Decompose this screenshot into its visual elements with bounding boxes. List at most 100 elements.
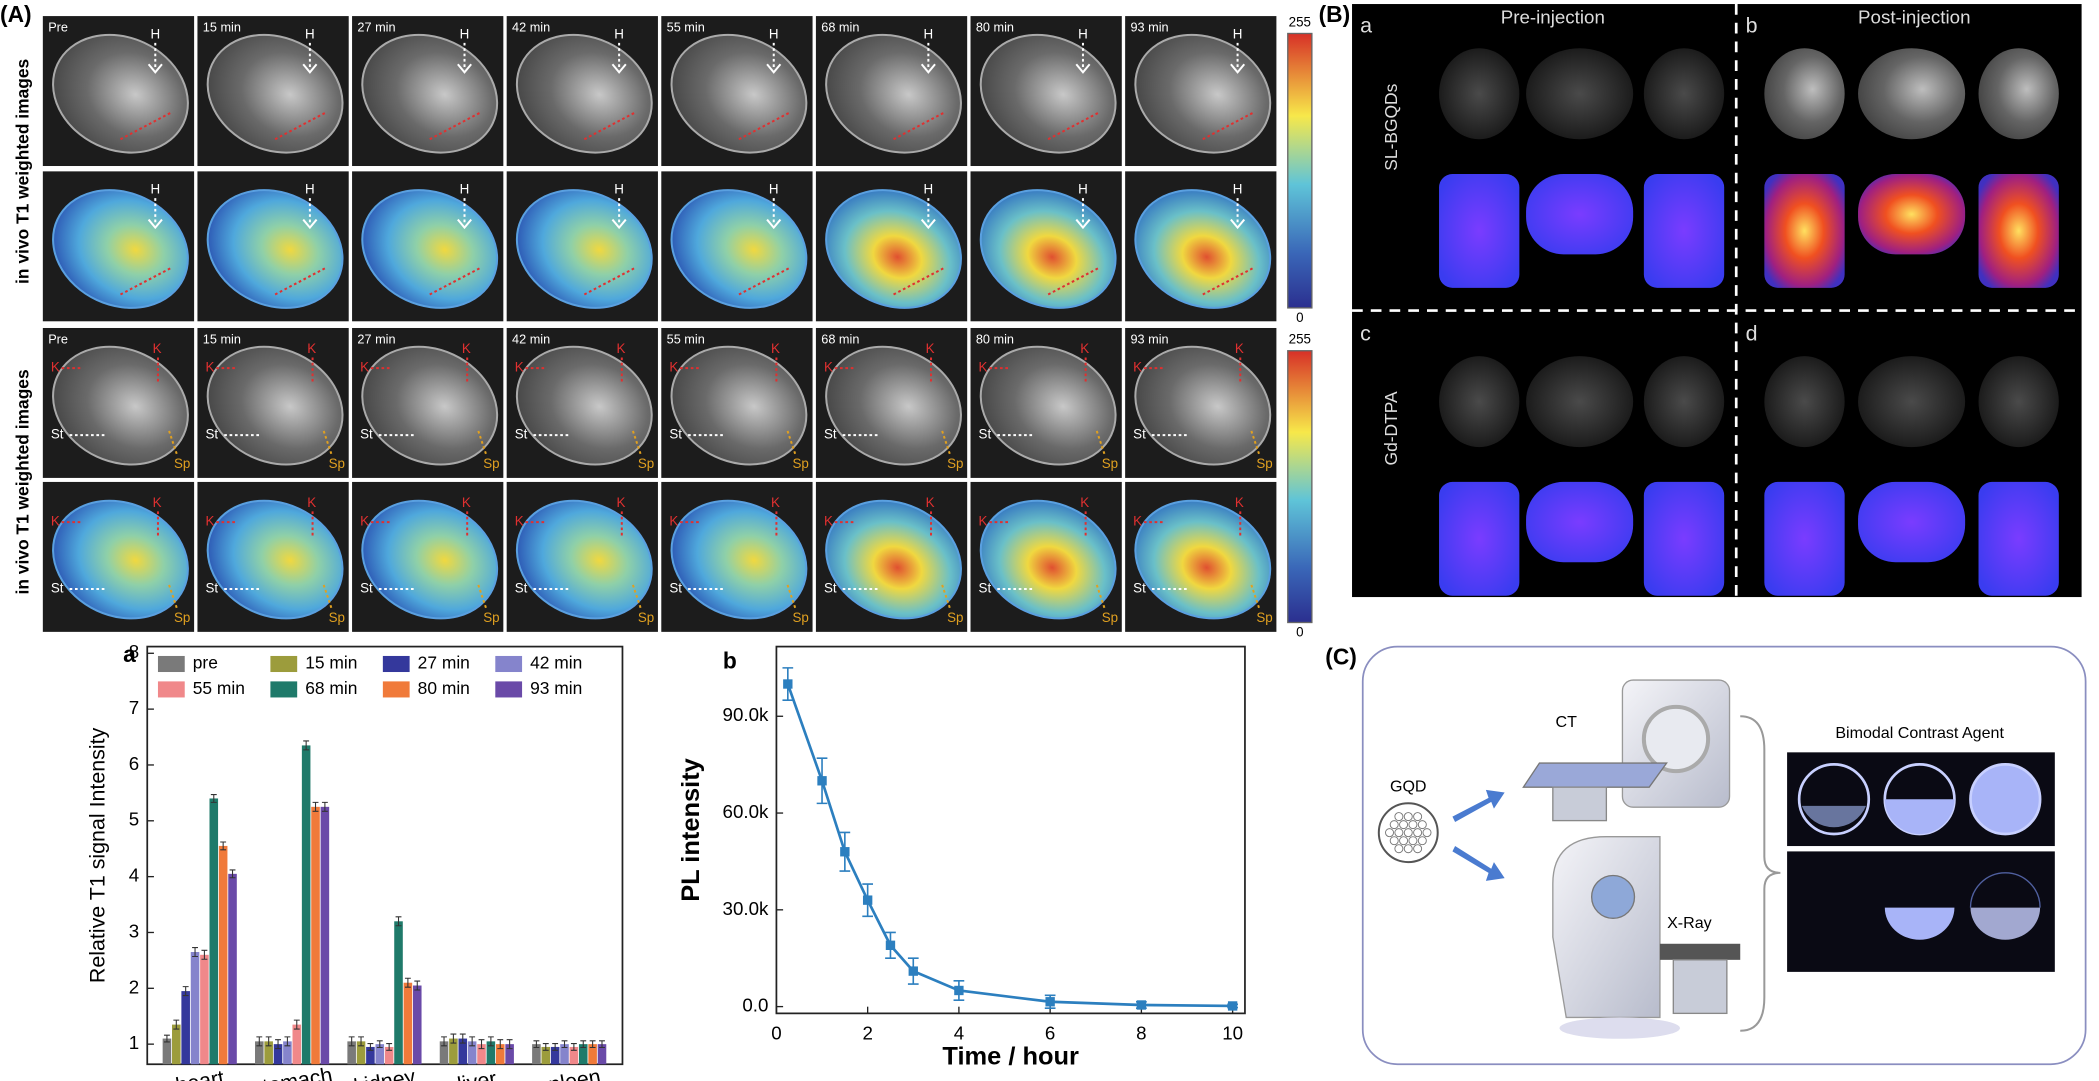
marker-label: Sp bbox=[483, 610, 499, 625]
data-point bbox=[817, 776, 827, 786]
y-axis-label: Relative T1 signal Intensity bbox=[86, 727, 110, 983]
marker-label: Sp bbox=[174, 610, 190, 625]
error-bar bbox=[293, 1019, 300, 1030]
marker-arrow bbox=[631, 429, 642, 455]
marker-label: H bbox=[924, 26, 934, 41]
marker-label: K bbox=[926, 341, 935, 356]
data-point bbox=[1045, 997, 1055, 1007]
legend-swatch bbox=[157, 681, 185, 698]
bar bbox=[486, 1041, 496, 1065]
mri-body bbox=[52, 189, 189, 309]
error-bar bbox=[201, 949, 208, 960]
error-bar bbox=[163, 1034, 170, 1043]
error-bar bbox=[487, 1036, 494, 1047]
lattice-cell bbox=[1408, 836, 1418, 846]
modality-label: CT bbox=[1556, 713, 1578, 731]
legend-label: 93 min bbox=[530, 678, 582, 698]
error-bar bbox=[321, 801, 328, 812]
modality-label: X-Ray bbox=[1667, 914, 1712, 932]
scan-gray bbox=[1643, 356, 1725, 448]
marker-arrow bbox=[1095, 583, 1106, 609]
y-tick-label: 4 bbox=[129, 865, 139, 886]
marker-label: K bbox=[462, 341, 471, 356]
gqd-particle bbox=[1377, 802, 1439, 864]
marker-label: St bbox=[1133, 427, 1146, 442]
y-tick-label: 3 bbox=[129, 920, 139, 941]
marker-label: H bbox=[769, 182, 779, 197]
time-label: 42 min bbox=[512, 19, 550, 34]
scan-color bbox=[1978, 481, 2059, 596]
marker-head bbox=[920, 63, 936, 74]
legend-label: 55 min bbox=[193, 678, 245, 698]
marker-arrow bbox=[738, 111, 791, 141]
marker-arrow bbox=[1202, 266, 1255, 296]
marker-head bbox=[766, 218, 782, 230]
sub-label: a bbox=[1360, 13, 1372, 37]
mri-body bbox=[515, 33, 653, 154]
marker-arrow bbox=[322, 583, 333, 609]
data-point bbox=[885, 940, 896, 950]
colorbar-label: 0 bbox=[1296, 625, 1303, 640]
bar bbox=[597, 1044, 607, 1065]
time-label: 80 min bbox=[976, 19, 1014, 34]
error-bar bbox=[542, 1043, 549, 1051]
bar bbox=[218, 845, 228, 1065]
x-tick-label: heart bbox=[174, 1066, 226, 1081]
ct-base bbox=[1552, 786, 1608, 822]
scan-color bbox=[1643, 174, 1725, 288]
y-tick-label: 2 bbox=[129, 976, 139, 997]
marker-arrow bbox=[167, 429, 178, 455]
marker-label: K bbox=[153, 341, 162, 356]
marker-label: St bbox=[515, 581, 528, 596]
error-bar bbox=[497, 1039, 504, 1050]
scan-gray bbox=[1439, 48, 1520, 140]
lattice-cell bbox=[1394, 844, 1404, 854]
marker-arrow bbox=[120, 266, 172, 296]
bar bbox=[569, 1046, 579, 1065]
marker-label: Sp bbox=[483, 456, 499, 471]
row-label: in vivo T1 weighted images bbox=[13, 369, 33, 594]
brace bbox=[1740, 715, 1781, 1032]
legend-swatch bbox=[382, 681, 410, 698]
marker-label: St bbox=[51, 581, 64, 596]
ct-table bbox=[1522, 762, 1668, 788]
time-label: Pre bbox=[48, 331, 68, 346]
lattice-cell bbox=[1385, 828, 1395, 838]
x-tick-label: stomach bbox=[250, 1063, 334, 1081]
legend-swatch bbox=[495, 681, 523, 698]
error-bar bbox=[173, 1019, 180, 1030]
time-label: 55 min bbox=[667, 331, 705, 346]
bar bbox=[273, 1044, 283, 1065]
error-bar bbox=[386, 1043, 393, 1051]
lattice-cell bbox=[1399, 820, 1409, 830]
error-bar bbox=[506, 1039, 513, 1050]
marker-arrow bbox=[1095, 429, 1106, 455]
bar bbox=[283, 1041, 292, 1065]
marker-label: K bbox=[153, 495, 162, 510]
plot-frame bbox=[146, 645, 624, 1066]
marker-label: St bbox=[824, 427, 837, 442]
marker-label: K bbox=[979, 360, 988, 375]
mri-body bbox=[670, 189, 808, 309]
x-tick-label: 2 bbox=[862, 1023, 872, 1044]
marker-label: St bbox=[360, 581, 373, 596]
bar bbox=[449, 1038, 458, 1065]
mri-body bbox=[979, 189, 1117, 309]
bar bbox=[550, 1046, 560, 1065]
marker-label: H bbox=[1078, 182, 1088, 197]
time-label: 55 min bbox=[667, 19, 705, 34]
marker-label: Sp bbox=[638, 610, 654, 625]
arrow bbox=[1452, 789, 1505, 822]
bar bbox=[301, 745, 311, 1065]
error-bar bbox=[303, 740, 310, 751]
lattice-cell bbox=[1403, 828, 1413, 838]
marker-label: K bbox=[205, 360, 214, 375]
marker-label: K bbox=[1080, 495, 1089, 510]
legend-label: 80 min bbox=[418, 678, 470, 698]
error-bar bbox=[192, 947, 198, 958]
marker-label: St bbox=[979, 427, 992, 442]
marker-label: St bbox=[669, 427, 682, 442]
marker-head bbox=[1230, 218, 1246, 230]
marker-arrow bbox=[940, 429, 951, 455]
